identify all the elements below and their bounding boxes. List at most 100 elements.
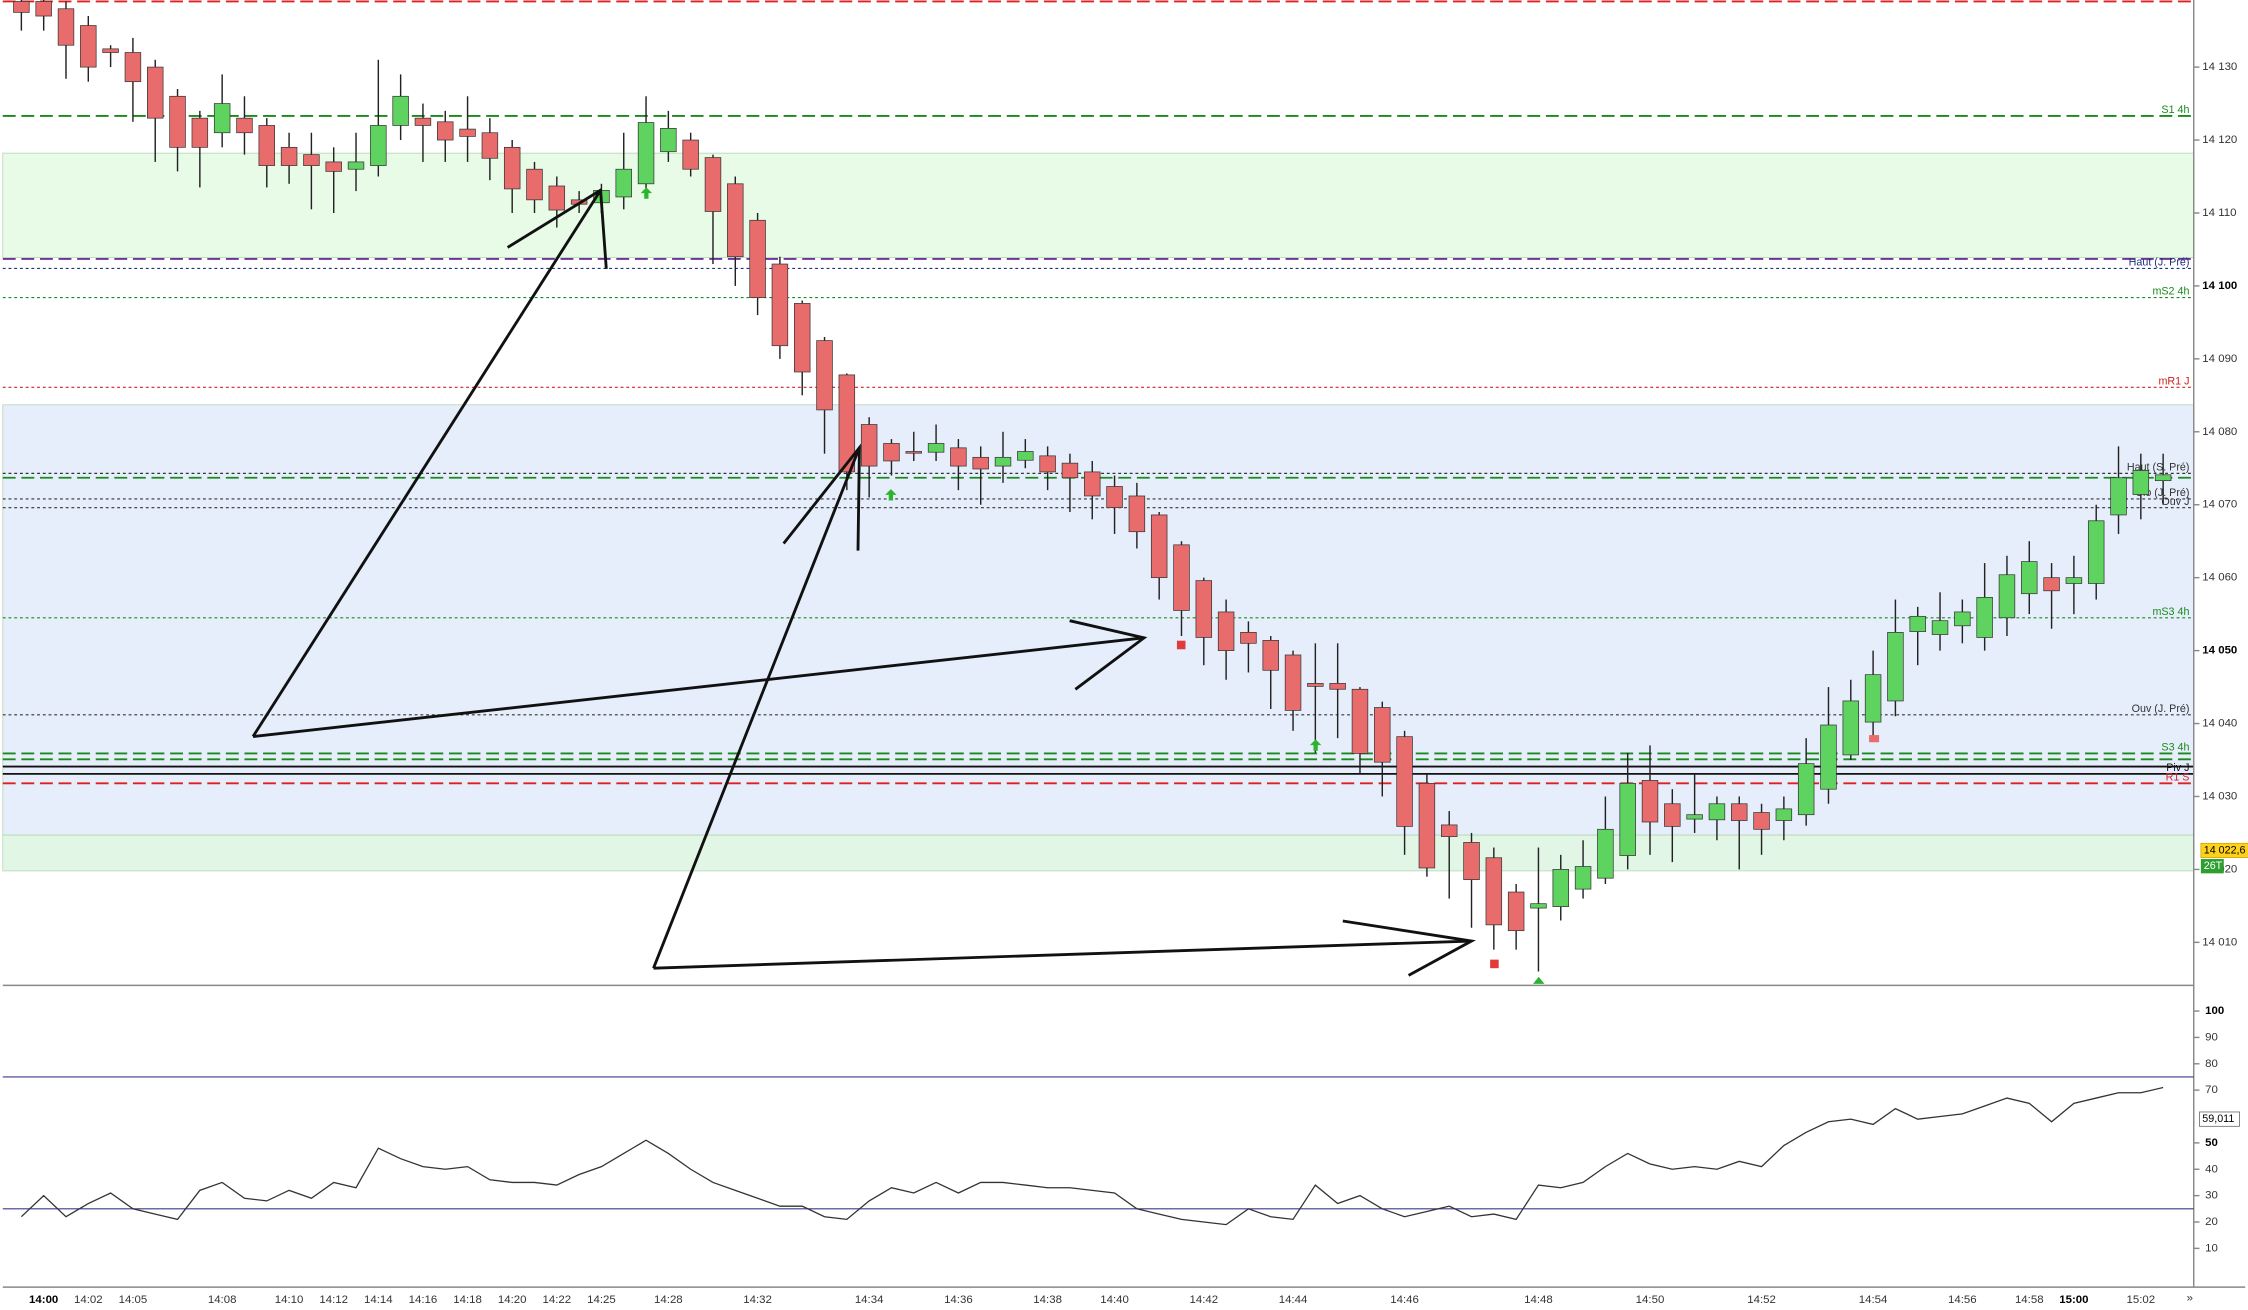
- candle-body: [1195, 580, 1213, 638]
- candle-body: [1820, 724, 1837, 790]
- candle-body: [1708, 803, 1726, 821]
- candle-body: [1262, 640, 1279, 671]
- candle-body: [1084, 471, 1101, 497]
- y-tick-label: 14 060: [2202, 572, 2237, 584]
- x-tick-label: 14:34: [855, 1294, 884, 1306]
- candle-body: [1954, 611, 1971, 627]
- candle-body: [905, 451, 922, 454]
- buy-signal: [1533, 976, 1545, 984]
- level-label: mS3 4h: [2152, 606, 2189, 618]
- candle-body: [1418, 782, 1436, 869]
- candle-body: [1530, 903, 1547, 909]
- level-label: Piv J: [2166, 762, 2189, 774]
- candle-body: [1039, 455, 1056, 473]
- zone: [2, 834, 2195, 872]
- x-tick-label: 14:32: [743, 1294, 772, 1306]
- candle-body: [147, 66, 164, 119]
- annotations: [251, 187, 1476, 977]
- y-tick-label: 90: [2205, 1031, 2218, 1043]
- candle-body: [704, 157, 722, 212]
- rsi-panel: [2, 1076, 2194, 1226]
- tick-count-box: [2200, 859, 2224, 874]
- candle-body: [370, 125, 387, 166]
- x-tick-label: 14:28: [654, 1294, 683, 1306]
- candle-body: [1842, 700, 1860, 756]
- level-label: mR1 J: [2158, 375, 2189, 387]
- x-tick-label: 14:56: [1948, 1294, 1977, 1306]
- y-tick-label: 14 050: [2202, 645, 2237, 657]
- level-label: S1 4h: [2161, 104, 2189, 116]
- candle-body: [771, 263, 789, 347]
- candle-body: [2132, 470, 2150, 495]
- x-tick-label: 14:40: [1100, 1294, 1129, 1306]
- candle-body: [1128, 495, 1146, 533]
- candle-body: [950, 447, 967, 467]
- arrow-head: [1342, 919, 1476, 977]
- candle-body: [1173, 544, 1190, 611]
- y-tick-label: 14 070: [2202, 499, 2237, 511]
- candle-body: [414, 117, 432, 126]
- candle-body: [280, 146, 298, 166]
- candle-body: [2154, 474, 2172, 482]
- buy-signal: [885, 489, 897, 501]
- y-tick-label: 50: [2205, 1137, 2218, 1149]
- sell-signal: [1869, 735, 1880, 743]
- tick-count-label: 26T: [2204, 860, 2223, 872]
- y-tick-label: 100: [2205, 1005, 2224, 1017]
- x-tick-label: 14:10: [275, 1294, 304, 1306]
- candle-body: [838, 374, 856, 473]
- x-tick-label: 14:20: [498, 1294, 527, 1306]
- y-tick-label: 14 120: [2202, 134, 2237, 146]
- candle-body: [1396, 736, 1413, 827]
- candle-body: [793, 303, 811, 373]
- candle-body: [1797, 763, 1815, 816]
- y-tick-label: 80: [2205, 1058, 2218, 1070]
- x-tick-label: 14:42: [1189, 1294, 1218, 1306]
- candle-body: [972, 456, 989, 470]
- x-tick-label: 14:25: [587, 1294, 616, 1306]
- candle-body: [1574, 866, 1592, 890]
- candle-body: [860, 424, 878, 467]
- x-tick-label: 14:00: [29, 1294, 58, 1306]
- candle-body: [1686, 814, 1703, 820]
- scroll-button[interactable]: »: [2187, 1293, 2193, 1305]
- candle-body: [637, 122, 655, 185]
- sell-signal: [1490, 959, 1499, 969]
- candle-body: [1507, 891, 1525, 932]
- buy-signal: [1309, 739, 1322, 751]
- x-tick-label: 14:50: [1636, 1294, 1665, 1306]
- arrow: [652, 447, 861, 969]
- x-tick-label: 14:54: [1859, 1294, 1888, 1306]
- candle-body: [13, 1, 30, 13]
- candle-body: [1329, 683, 1346, 690]
- candle-body: [749, 219, 766, 298]
- x-tick-label: 14:48: [1524, 1294, 1553, 1306]
- candle-body: [236, 117, 253, 134]
- rsi-line: [20, 1086, 2164, 1226]
- x-tick-label: 14:36: [944, 1294, 973, 1306]
- x-tick-label: 14:12: [319, 1294, 348, 1306]
- candle-body: [258, 125, 276, 166]
- candle-body: [1284, 654, 1302, 711]
- last-value-label: 59,011: [2202, 1113, 2234, 1125]
- y-tick-label: 14 080: [2202, 426, 2237, 438]
- x-tick-label: 15:02: [2127, 1294, 2156, 1306]
- y-tick-label: 70: [2205, 1084, 2218, 1096]
- candle-body: [927, 443, 945, 453]
- candle-body: [615, 168, 632, 198]
- candle-body: [1619, 782, 1636, 856]
- x-tick-label: 14:08: [208, 1294, 237, 1306]
- candle-body: [1485, 857, 1503, 926]
- candle-body: [459, 128, 476, 137]
- candle-body: [2021, 561, 2038, 595]
- candle-body: [1552, 869, 1569, 907]
- y-tick-label: 10: [2205, 1242, 2218, 1254]
- candle-body: [1150, 514, 1168, 579]
- y-tick-label: 14 090: [2202, 353, 2237, 365]
- zone: [2, 152, 2195, 258]
- candle-body: [1217, 611, 1235, 651]
- candle-body: [481, 132, 499, 159]
- level-label: S3 4h: [2161, 742, 2189, 754]
- x-tick-label: 14:14: [364, 1294, 393, 1306]
